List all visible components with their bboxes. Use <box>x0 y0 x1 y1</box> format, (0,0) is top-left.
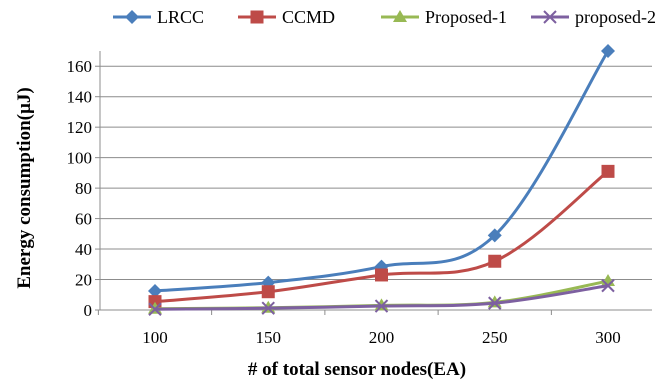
y-axis-title: Energy consumption(µJ) <box>14 87 35 289</box>
legend-label: LRCC <box>157 7 204 27</box>
data-point-ccmd <box>488 254 502 268</box>
x-tick-label: 250 <box>482 328 508 347</box>
y-tick-label: 120 <box>67 118 93 137</box>
legend-item-ccmd: CCMD <box>238 7 335 27</box>
y-tick-label: 140 <box>67 88 93 107</box>
series-ccmd <box>148 164 615 309</box>
legend-marker-lrcc <box>125 10 139 24</box>
y-tick-label: 0 <box>84 301 93 320</box>
data-point-proposed-2 <box>601 278 615 293</box>
data-point-lrcc <box>148 283 162 298</box>
data-point-lrcc <box>601 44 615 58</box>
data-point-proposed-2 <box>488 296 502 310</box>
y-tick-label: 80 <box>75 179 92 198</box>
y-tick-label: 100 <box>67 149 93 168</box>
series-proposed-2 <box>148 278 615 316</box>
y-tick-label: 60 <box>75 210 92 229</box>
data-point-ccmd <box>375 268 388 282</box>
data-point-ccmd <box>601 164 615 178</box>
data-point-lrcc <box>487 228 502 243</box>
x-tick-label: 300 <box>595 328 621 347</box>
x-axis-ticks: 100 150 200 250 300 <box>97 310 621 347</box>
y-tick-label: 40 <box>75 240 92 259</box>
legend-label: Proposed-1 <box>425 7 507 27</box>
legend: LRCC CCMD Proposed-1 proposed-2 <box>113 7 656 27</box>
series-group <box>148 44 615 316</box>
series-lrcc <box>148 44 615 298</box>
legend-marker-ccmd <box>250 10 264 24</box>
legend-item-lrcc: LRCC <box>113 7 204 27</box>
data-point-ccmd <box>261 285 275 299</box>
x-tick-label: 100 <box>142 328 168 347</box>
y-tick-label: 160 <box>67 57 93 76</box>
y-axis-ticks: 0 20 40 60 80 100 120 140 160 <box>67 57 100 320</box>
legend-item-proposed-1: Proposed-1 <box>381 7 507 27</box>
legend-item-proposed-2: proposed-2 <box>531 7 656 27</box>
legend-marker-proposed-2 <box>543 10 557 24</box>
legend-label: CCMD <box>282 7 335 27</box>
x-tick-label: 150 <box>256 328 282 347</box>
gridlines <box>100 65 652 281</box>
x-axis-title: # of total sensor nodes(EA) <box>248 359 466 380</box>
x-tick-label: 200 <box>369 328 395 347</box>
data-point-proposed-2 <box>148 302 162 316</box>
series-line-lrcc <box>154 50 610 293</box>
series-line-ccmd <box>154 170 609 304</box>
y-tick-label: 20 <box>75 271 92 290</box>
legend-marker-proposed-1 <box>393 10 407 22</box>
data-point-proposed-2 <box>374 299 389 313</box>
legend-label: proposed-2 <box>575 7 656 27</box>
data-point-proposed-2 <box>261 301 275 315</box>
